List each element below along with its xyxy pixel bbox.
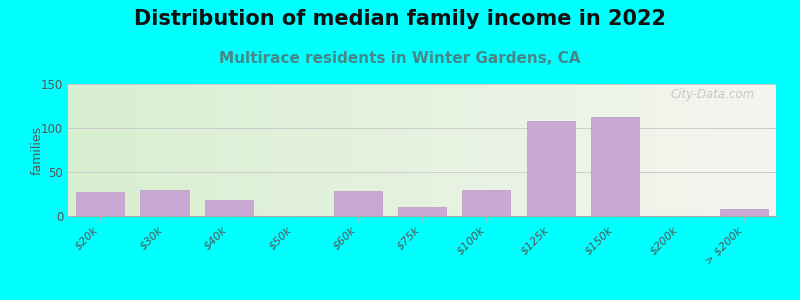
Bar [591,117,639,216]
Bar [205,200,253,216]
Text: Multirace residents in Winter Gardens, CA: Multirace residents in Winter Gardens, C… [219,51,581,66]
Text: Distribution of median family income in 2022: Distribution of median family income in … [134,9,666,29]
Bar [462,190,510,216]
Bar [526,121,575,216]
Bar [76,192,124,216]
Text: City-Data.com: City-Data.com [670,88,754,101]
Bar [334,191,382,216]
Bar [720,209,768,216]
Y-axis label: families: families [30,125,43,175]
Bar [141,190,189,216]
Bar [398,207,446,216]
